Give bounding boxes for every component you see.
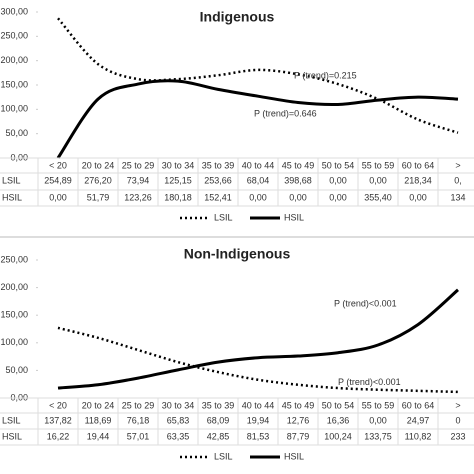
table-cell: 87,79 xyxy=(287,431,310,441)
table-cell: 133,75 xyxy=(364,431,392,441)
category-label: 50 to 54 xyxy=(322,160,355,170)
table-cell: 0,00 xyxy=(369,175,387,185)
table-cell: 134 xyxy=(450,192,465,202)
table-cell: 0,00 xyxy=(409,192,427,202)
table-cell: 254,89 xyxy=(44,175,72,185)
category-label: 60 to 64 xyxy=(402,400,435,410)
annotation: P (trend)=0.646 xyxy=(254,109,317,119)
table-cell: 24,97 xyxy=(407,415,430,425)
legend-label: LSIL xyxy=(214,212,233,222)
table-cell: 0,00 xyxy=(289,192,307,202)
y-tick-label: 250,00 xyxy=(0,254,28,264)
row-label: HSIL xyxy=(2,431,22,441)
row-label: HSIL xyxy=(2,192,22,202)
y-tick-label: 100,00 xyxy=(0,104,28,114)
annotation: P (trend)<0.001 xyxy=(338,377,401,387)
category-label: 50 to 54 xyxy=(322,400,355,410)
y-tick-label: 250,00 xyxy=(0,31,28,41)
category-label: 20 to 24 xyxy=(82,400,115,410)
category-label: 30 to 34 xyxy=(162,400,195,410)
table-cell: 65,83 xyxy=(167,415,190,425)
category-label: 45 to 49 xyxy=(282,400,315,410)
trend-line xyxy=(56,79,459,159)
y-tick-label: 200,00 xyxy=(0,55,28,65)
category-label: > xyxy=(455,400,460,410)
table-cell: 123,26 xyxy=(124,192,152,202)
table-cell: 233 xyxy=(450,431,465,441)
category-label: 20 to 24 xyxy=(82,160,115,170)
y-tick-label: 200,00 xyxy=(0,282,28,292)
table-cell: 276,20 xyxy=(84,175,112,185)
category-label: 30 to 34 xyxy=(162,160,195,170)
table-cell: 16,36 xyxy=(327,415,350,425)
table-cell: 218,34 xyxy=(404,175,432,185)
table-cell: 68,09 xyxy=(207,415,230,425)
table-cell: 73,94 xyxy=(127,175,150,185)
table-cell: 19,94 xyxy=(247,415,270,425)
legend-label: HSIL xyxy=(284,451,304,461)
category-label: 55 to 59 xyxy=(362,400,395,410)
y-tick-label: 0,00 xyxy=(10,152,28,162)
table-cell: 57,01 xyxy=(127,431,150,441)
category-label: 55 to 59 xyxy=(362,160,395,170)
legend-label: HSIL xyxy=(284,212,304,222)
table-cell: 355,40 xyxy=(364,192,392,202)
table-cell: 42,85 xyxy=(207,431,230,441)
table-cell: 76,18 xyxy=(127,415,150,425)
table-cell: 63,35 xyxy=(167,431,190,441)
category-label: 40 to 44 xyxy=(242,160,275,170)
category-label: 40 to 44 xyxy=(242,400,275,410)
y-tick-label: 100,00 xyxy=(0,337,28,347)
annotation: P (trend)=0.215 xyxy=(294,71,357,81)
y-tick-label: 50,00 xyxy=(5,365,28,375)
y-tick-label: 0,00 xyxy=(10,392,28,402)
table-cell: 253,66 xyxy=(204,175,232,185)
trend-line xyxy=(57,326,459,394)
row-label: LSIL xyxy=(2,175,21,185)
table-cell: 12,76 xyxy=(287,415,310,425)
table-cell: 81,53 xyxy=(247,431,270,441)
category-label: 25 to 29 xyxy=(122,160,155,170)
table-cell: 137,82 xyxy=(44,415,72,425)
table-cell: 118,69 xyxy=(85,415,112,425)
table-cell: 0,00 xyxy=(369,415,387,425)
chart-title: Indigenous xyxy=(200,9,275,25)
legend-label: LSIL xyxy=(214,451,233,461)
category-label: 35 to 39 xyxy=(202,160,235,170)
category-label: 45 to 49 xyxy=(282,160,315,170)
table-cell: 16,22 xyxy=(47,431,70,441)
table-cell: 0,00 xyxy=(329,175,347,185)
table-cell: 0 xyxy=(455,415,460,425)
category-label: 35 to 39 xyxy=(202,400,235,410)
category-label: < 20 xyxy=(49,400,67,410)
table-cell: 125,15 xyxy=(164,175,192,185)
y-tick-label: 300,00 xyxy=(0,6,28,16)
annotation: P (trend)<0.001 xyxy=(334,299,397,309)
y-tick-label: 150,00 xyxy=(0,310,28,320)
table-cell: 180,18 xyxy=(164,192,192,202)
table-cell: 0,00 xyxy=(329,192,347,202)
category-label: > xyxy=(455,160,460,170)
table-cell: 0, xyxy=(454,175,462,185)
row-label: LSIL xyxy=(2,415,21,425)
table-cell: 100,24 xyxy=(324,431,352,441)
trend-line xyxy=(57,288,459,390)
table-cell: 68,04 xyxy=(247,175,270,185)
chart-title: Non-Indigenous xyxy=(184,246,291,262)
table-cell: 0,00 xyxy=(49,192,67,202)
category-label: 25 to 29 xyxy=(122,400,155,410)
table-cell: 51,79 xyxy=(87,192,110,202)
table-cell: 0,00 xyxy=(249,192,267,202)
table-cell: 19,44 xyxy=(87,431,110,441)
category-label: < 20 xyxy=(49,160,67,170)
y-tick-label: 150,00 xyxy=(0,79,28,89)
category-label: 60 to 64 xyxy=(402,160,435,170)
table-cell: 152,41 xyxy=(204,192,232,202)
table-cell: 398,68 xyxy=(284,175,312,185)
table-cell: 110,82 xyxy=(405,431,432,441)
y-tick-label: 50,00 xyxy=(5,128,28,138)
